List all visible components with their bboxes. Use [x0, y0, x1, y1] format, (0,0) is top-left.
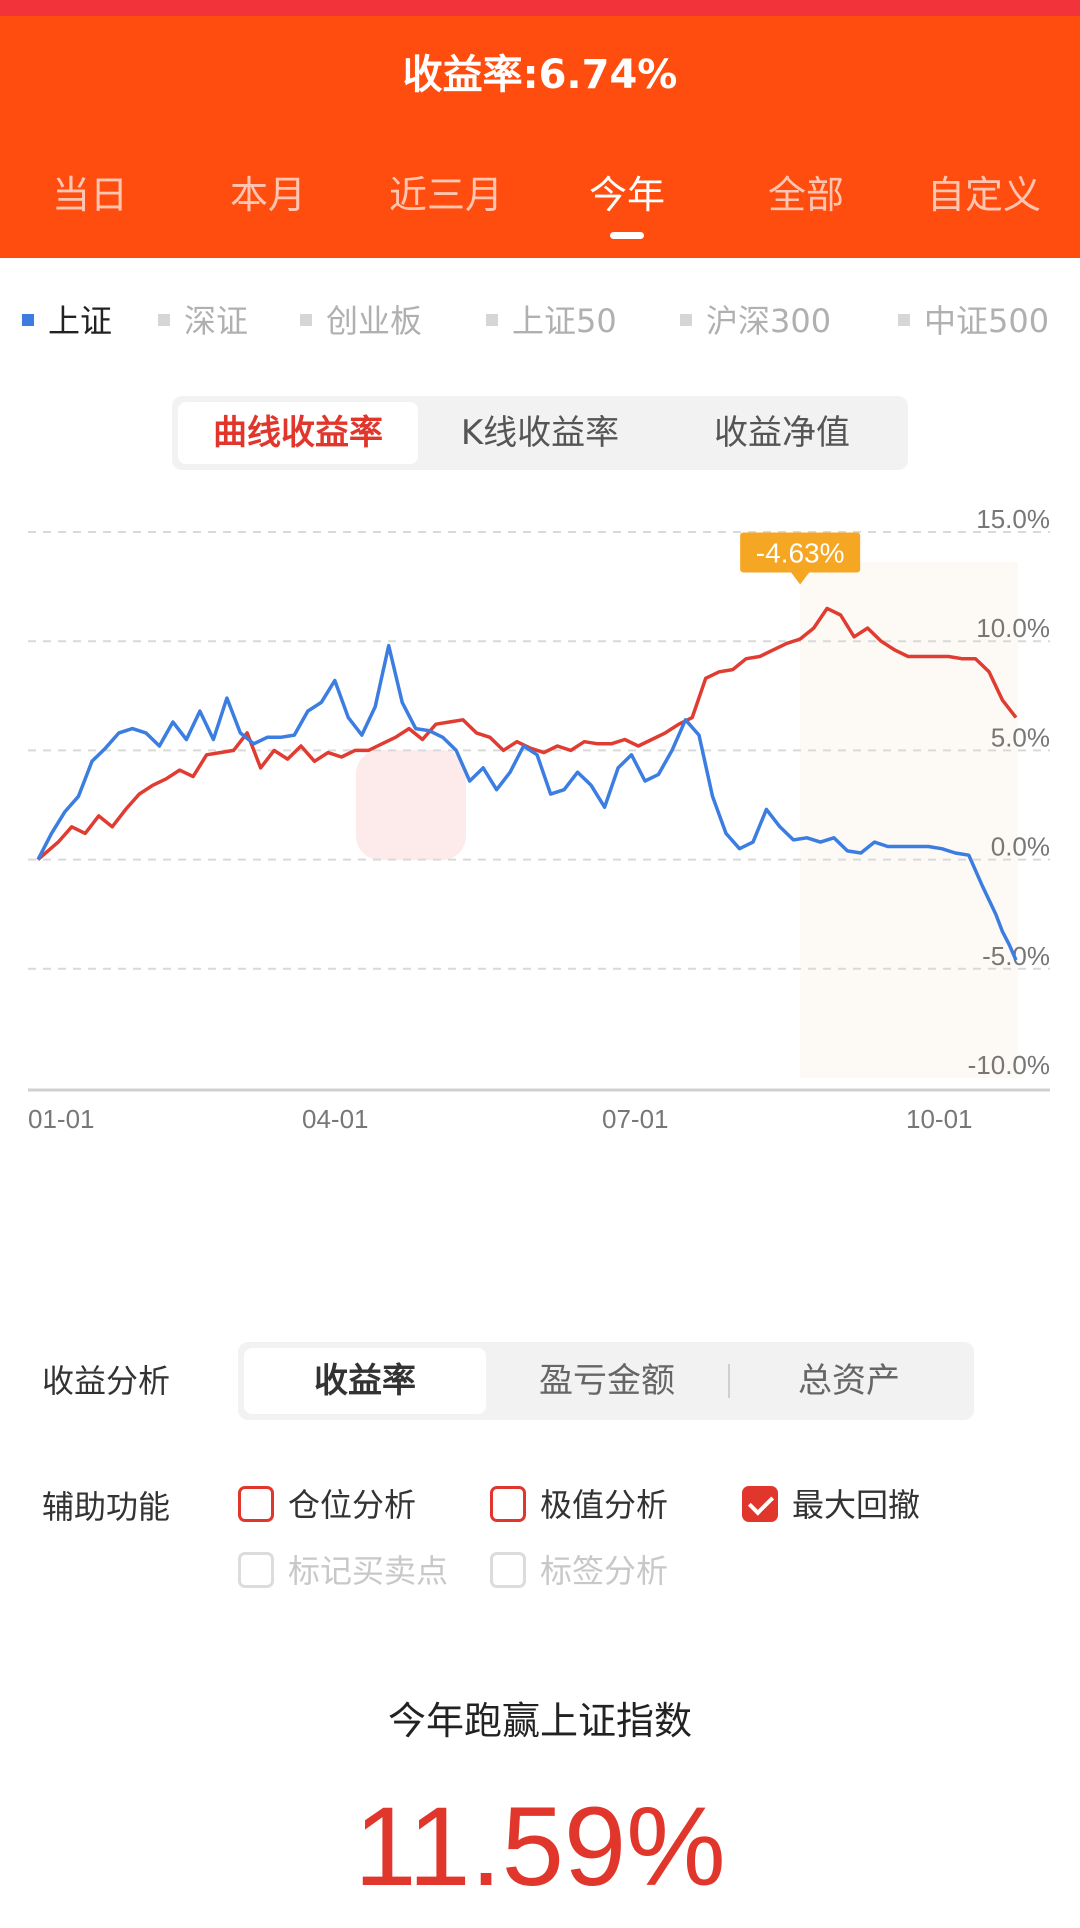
analysis-switch: 收益率 盈亏金额 总资产	[238, 1342, 974, 1420]
tab-this-year[interactable]: 今年	[588, 173, 665, 217]
beat-index-value: 11.59%	[354, 1784, 726, 1909]
mode-kline-return[interactable]: K线收益率	[460, 413, 620, 453]
tag-analysis-checkbox[interactable]: 标签分析	[490, 1546, 668, 1592]
y-tick-label: 10.0%	[976, 613, 1050, 643]
x-tick-label: 04-01	[302, 1104, 369, 1134]
portfolio-return-line	[36, 606, 1018, 861]
tab-today[interactable]: 当日	[51, 173, 128, 217]
y-tick-label: -5.0%	[982, 941, 1050, 971]
checkbox-icon	[238, 1486, 274, 1522]
tooltip-pointer	[791, 572, 810, 585]
period-tabs: 当日 本月 近三月 今年 全部 自定义	[0, 164, 1080, 239]
checkbox-icon	[490, 1486, 526, 1522]
aux-label: 辅助功能	[42, 1488, 171, 1526]
tab-custom[interactable]: 自定义	[926, 173, 1041, 217]
analysis-return-rate[interactable]: 收益率	[244, 1348, 486, 1414]
analysis-label: 收益分析	[42, 1362, 171, 1400]
checkbox-checked-icon	[742, 1486, 778, 1522]
tab-this-month[interactable]: 本月	[229, 173, 306, 217]
drawdown-region	[800, 562, 1018, 1078]
divider	[728, 1364, 730, 1398]
tab-all[interactable]: 全部	[767, 173, 844, 217]
drawdown-tooltip-label: -4.63%	[756, 537, 845, 568]
index-chinext[interactable]: 创业板	[300, 296, 422, 342]
analysis-total-assets[interactable]: 总资产	[798, 1361, 900, 1401]
index-csi300[interactable]: 沪深300	[680, 296, 831, 342]
legend-square-icon	[22, 314, 34, 326]
position-analysis-checkbox[interactable]: 仓位分析	[238, 1480, 416, 1526]
extreme-analysis-checkbox[interactable]: 极值分析	[490, 1480, 668, 1526]
buy-sell-marks-checkbox[interactable]: 标记买卖点	[238, 1546, 448, 1592]
chart-mode-switch: 曲线收益率 K线收益率 收益净值	[172, 396, 908, 470]
mode-net-value[interactable]: 收益净值	[714, 413, 850, 453]
legend-square-icon	[300, 314, 312, 326]
shanghai-index-line	[36, 643, 1018, 961]
checkbox-icon	[238, 1552, 274, 1588]
mode-curve-return[interactable]: 曲线收益率	[178, 402, 418, 464]
legend-square-icon	[680, 314, 692, 326]
status-strip	[0, 0, 1080, 16]
analysis-profit-loss[interactable]: 盈亏金额	[539, 1361, 675, 1401]
return-rate-title: 收益率:6.74%	[402, 52, 678, 98]
index-shenzhen[interactable]: 深证	[158, 296, 248, 342]
max-drawdown-checkbox[interactable]: 最大回撤	[742, 1480, 920, 1526]
beat-index-title: 今年跑赢上证指数	[387, 1699, 692, 1743]
return-chart[interactable]: 15.0% 10.0% 5.0% 0.0% -5.0% -10.0% 01-01 04-01 0…	[0, 480, 1080, 1280]
x-tick-label: 10-01	[906, 1104, 973, 1134]
checkbox-icon	[490, 1552, 526, 1588]
index-shanghai[interactable]: 上证	[22, 296, 112, 342]
y-tick-label: -10.0%	[968, 1050, 1050, 1080]
x-tick-label: 01-01	[28, 1104, 95, 1134]
legend-square-icon	[158, 314, 170, 326]
legend-square-icon	[486, 314, 498, 326]
drawdown-tooltip	[740, 532, 861, 573]
y-tick-label: 0.0%	[991, 832, 1050, 862]
watermark-logo	[356, 750, 466, 860]
index-selector: 上证 深证 创业板 上证50 沪深300 中证500	[0, 296, 1080, 340]
y-tick-label: 15.0%	[976, 504, 1050, 534]
y-tick-label: 5.0%	[991, 722, 1050, 752]
legend-square-icon	[898, 314, 910, 326]
header-bar: 收益率:6.74% 当日 本月 近三月 今年 全部 自定义	[0, 0, 1080, 258]
x-tick-label: 07-01	[602, 1104, 669, 1134]
tab-three-months[interactable]: 近三月	[388, 173, 503, 217]
index-csi500[interactable]: 中证500	[898, 296, 1049, 342]
active-tab-indicator	[610, 232, 644, 239]
index-sse50[interactable]: 上证50	[486, 296, 617, 342]
